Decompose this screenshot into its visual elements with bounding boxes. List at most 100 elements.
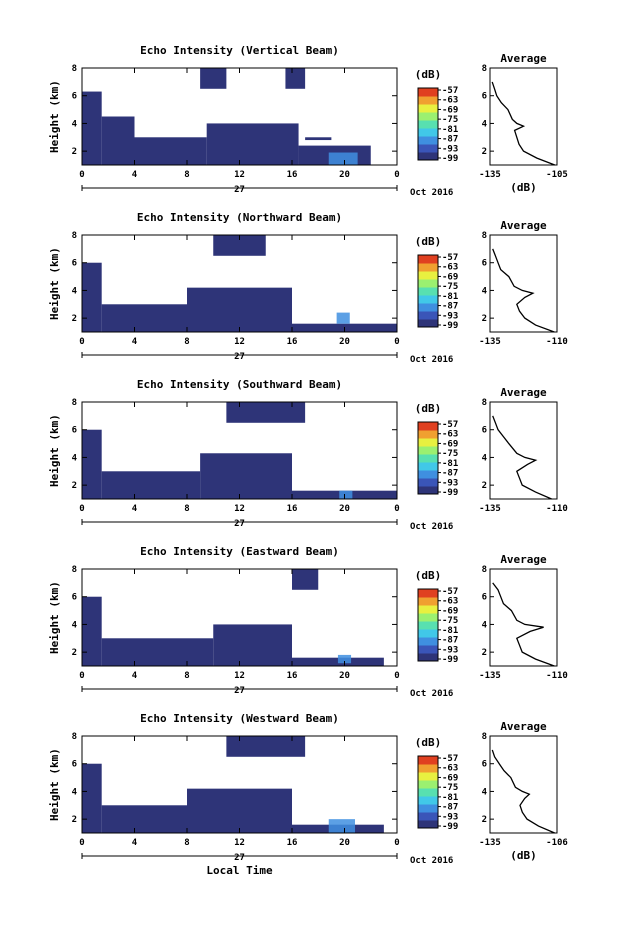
average-profile-line <box>492 582 555 667</box>
x-tick-label: 16 <box>287 671 298 681</box>
y-tick-label: 8 <box>72 398 77 408</box>
colorbar-segment <box>418 263 438 272</box>
average-x-label: (dB) <box>510 849 537 862</box>
x-tick-label: 12 <box>234 337 245 347</box>
y-tick-label: 4 <box>72 787 78 797</box>
colorbar-tick-label: -81 <box>442 125 458 135</box>
panel-title: Echo Intensity (Vertical Beam) <box>140 44 339 57</box>
average-y-tick-label: 2 <box>482 314 487 324</box>
average-y-tick-label: 6 <box>482 426 487 436</box>
colorbar-segment <box>418 136 438 145</box>
average-y-tick-label: 4 <box>482 286 488 296</box>
y-tick-label: 4 <box>72 453 78 463</box>
panel-title: Echo Intensity (Eastward Beam) <box>140 545 339 558</box>
colorbar-unit: (dB) <box>415 68 442 81</box>
beam-panel: Echo Intensity (Southward Beam)0 4 8 12 16 20… <box>48 378 568 532</box>
average-y-tick-label: 2 <box>482 648 487 658</box>
colorbar-tick-label: -57 <box>442 253 458 263</box>
x-tick-label: 12 <box>234 671 245 681</box>
colorbar-frame <box>417 87 439 161</box>
month-label: Oct 2016 <box>410 355 453 365</box>
average-y-tick-label: 2 <box>482 815 487 825</box>
colorbar-tick-label: -75 <box>442 115 458 125</box>
colorbar-tick-label: -87 <box>442 302 458 312</box>
echo-region <box>101 471 201 499</box>
y-tick-label: 2 <box>72 815 77 825</box>
beam-panel: Echo Intensity (Westward Beam) 0 4 8 12 16 20 0… <box>48 712 568 877</box>
x-tick-label: 8 <box>184 170 189 180</box>
colorbar-tick-label: -75 <box>442 449 458 459</box>
y-tick-label: 6 <box>72 426 77 436</box>
average-y-tick-label: 6 <box>482 760 487 770</box>
month-label: Oct 2016 <box>410 689 453 699</box>
colorbar-tick-label: -69 <box>442 272 458 282</box>
panel-title: Echo Intensity (Westward Beam) <box>140 712 339 725</box>
panel-title: Echo Intensity (Southward Beam) <box>137 378 342 391</box>
colorbar-segment <box>418 653 438 662</box>
date-label: 27 <box>234 352 245 362</box>
x-tick-label: 0 <box>79 337 84 347</box>
colorbar-tick-label: -69 <box>442 773 458 783</box>
colorbar-tick-label: -87 <box>442 469 458 479</box>
average-y-tick-label: 2 <box>482 147 487 157</box>
colorbar-tick-label: -69 <box>442 105 458 115</box>
colorbar-tick-label: -75 <box>442 616 458 626</box>
colorbar-segment <box>418 637 438 646</box>
average-title: Average <box>500 720 547 733</box>
colorbar-segment <box>418 279 438 288</box>
colorbar-tick-label: -99 <box>442 488 458 498</box>
colorbar-tick-label: -81 <box>442 626 458 636</box>
colorbar-segment <box>418 621 438 630</box>
average-x-tick-label: -135 <box>479 337 501 347</box>
y-tick-label: 2 <box>72 648 77 658</box>
y-tick-label: 8 <box>72 64 77 74</box>
x-tick-label: 12 <box>234 504 245 514</box>
date-label: 27 <box>234 686 245 696</box>
average-x-tick-label: -135 <box>479 504 501 514</box>
colorbar-segment <box>418 613 438 622</box>
colorbar-segment <box>418 645 438 654</box>
colorbar-segment <box>418 128 438 137</box>
average-x-tick-label: -106 <box>546 838 568 848</box>
y-tick-label: 6 <box>72 593 77 603</box>
colorbar-frame <box>417 588 439 662</box>
average-frame <box>489 234 558 333</box>
y-tick-label: 6 <box>72 259 77 269</box>
colorbar-segment <box>418 756 438 765</box>
x-tick-label: 4 <box>132 337 138 347</box>
colorbar-segment <box>418 772 438 781</box>
colorbar-segment <box>418 462 438 471</box>
colorbar-segment <box>418 287 438 296</box>
colorbar-frame <box>417 421 439 495</box>
x-tick-label: 0 <box>79 170 84 180</box>
bright-echo-patch <box>328 152 358 165</box>
colorbar-segment <box>418 303 438 312</box>
colorbar-tick-label: -63 <box>442 96 458 106</box>
colorbar-segment <box>418 295 438 304</box>
x-tick-label: 4 <box>132 838 138 848</box>
y-axis-label: Height (km) <box>48 80 61 153</box>
average-y-tick-label: 8 <box>482 732 487 742</box>
colorbar-segment <box>418 144 438 153</box>
colorbar-tick-label: -57 <box>442 754 458 764</box>
bright-echo-patch <box>336 312 350 324</box>
x-tick-label: 8 <box>184 671 189 681</box>
echo-region <box>101 304 187 332</box>
colorbar-unit: (dB) <box>415 736 442 749</box>
x-tick-label: 4 <box>132 170 138 180</box>
y-axis-label: Height (km) <box>48 247 61 320</box>
colorbar-tick-label: -57 <box>442 420 458 430</box>
colorbar-tick-label: -93 <box>442 812 458 822</box>
colorbar-unit: (dB) <box>415 235 442 248</box>
panel-title: Echo Intensity (Northward Beam) <box>137 211 342 224</box>
colorbar-segment <box>418 271 438 280</box>
average-x-tick-label: -110 <box>546 504 568 514</box>
colorbar-tick-label: -75 <box>442 282 458 292</box>
average-y-tick-label: 6 <box>482 92 487 102</box>
x-tick-label: 20 <box>339 170 350 180</box>
colorbar-tick-label: -87 <box>442 135 458 145</box>
beam-panel: Echo Intensity (Vertical Beam) 0 4 8 12 16 20 0… <box>48 44 568 198</box>
x-tick-label: 20 <box>339 337 350 347</box>
date-label: 27 <box>234 185 245 195</box>
average-x-tick-label: -135 <box>479 170 501 180</box>
